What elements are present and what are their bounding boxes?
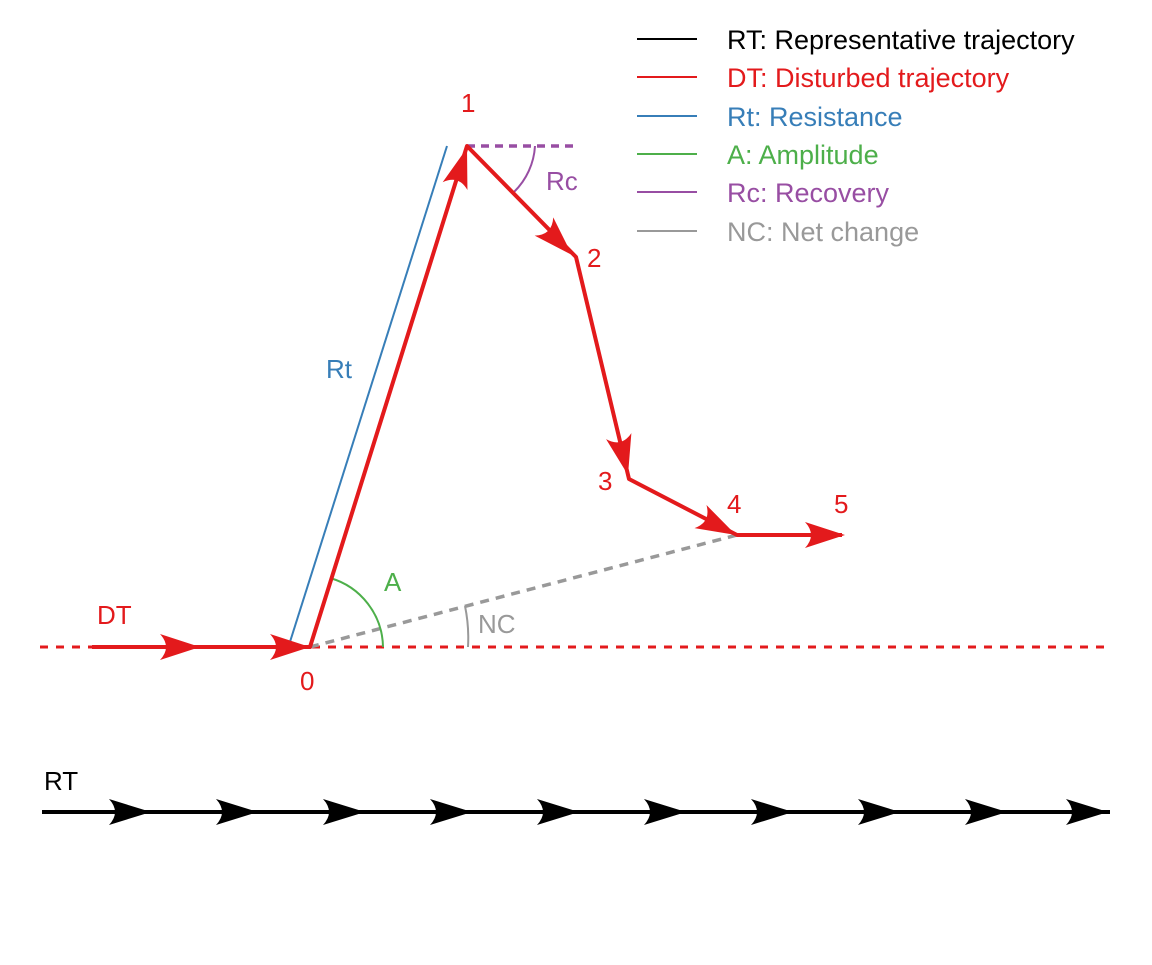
- point-labels: 0 1 2 3 4 5: [300, 88, 848, 696]
- dt-arrowheads: [160, 148, 845, 660]
- dt-arrowhead: [270, 634, 310, 660]
- point-label-2: 2: [587, 243, 601, 273]
- dt-arrowhead: [160, 634, 200, 660]
- legend-label: DT: Disturbed trajectory: [727, 63, 1010, 93]
- resistance-label: Rt: [326, 354, 353, 384]
- rt-arrowhead: [1066, 799, 1108, 825]
- dt-label: DT: [97, 600, 132, 630]
- rt-arrowheads: [109, 799, 1108, 825]
- amplitude-label: A: [384, 567, 402, 597]
- point-label-3: 3: [598, 466, 612, 496]
- legend-item-rt: RT: Representative trajectory: [637, 25, 1075, 55]
- dt-arrowhead: [442, 148, 468, 191]
- legend-item-amplitude: A: Amplitude: [637, 140, 879, 170]
- rt-label: RT: [44, 766, 78, 796]
- rt-arrowhead: [858, 799, 900, 825]
- legend-label: A: Amplitude: [727, 140, 879, 170]
- legend-item-recovery: Rc: Recovery: [637, 178, 890, 208]
- legend: RT: Representative trajectory DT: Distur…: [637, 25, 1075, 247]
- legend-label: Rc: Recovery: [727, 178, 890, 208]
- point-label-5: 5: [834, 489, 848, 519]
- point-label-0: 0: [300, 666, 314, 696]
- net-change-line: [309, 533, 738, 649]
- legend-label: Rt: Resistance: [727, 102, 903, 132]
- rt-arrowhead: [965, 799, 1007, 825]
- rt-arrowhead: [430, 799, 472, 825]
- rt-arrowhead: [323, 799, 365, 825]
- point-label-1: 1: [461, 88, 475, 118]
- dt-arrowhead: [694, 505, 736, 535]
- recovery-arc: [513, 145, 536, 193]
- dt-arrowhead: [534, 217, 572, 255]
- point-label-4: 4: [727, 489, 741, 519]
- rt-arrowhead: [644, 799, 686, 825]
- legend-item-dt: DT: Disturbed trajectory: [637, 63, 1010, 93]
- legend-label: RT: Representative trajectory: [727, 25, 1075, 55]
- resistance-line: [288, 145, 448, 646]
- rt-arrowhead: [751, 799, 793, 825]
- rt-arrowhead: [537, 799, 579, 825]
- rt-arrowhead: [216, 799, 258, 825]
- rt-arrowhead: [109, 799, 151, 825]
- net-change-arc: [464, 605, 470, 648]
- legend-item-resistance: Rt: Resistance: [637, 102, 903, 132]
- recovery-label: Rc: [546, 166, 578, 196]
- dt-arrowhead: [805, 522, 845, 548]
- net-change-label: NC: [478, 609, 516, 639]
- legend-label: NC: Net change: [727, 217, 919, 247]
- legend-item-net-change: NC: Net change: [637, 217, 919, 247]
- dt-arrowhead: [606, 433, 632, 475]
- amplitude-arc: [329, 577, 384, 648]
